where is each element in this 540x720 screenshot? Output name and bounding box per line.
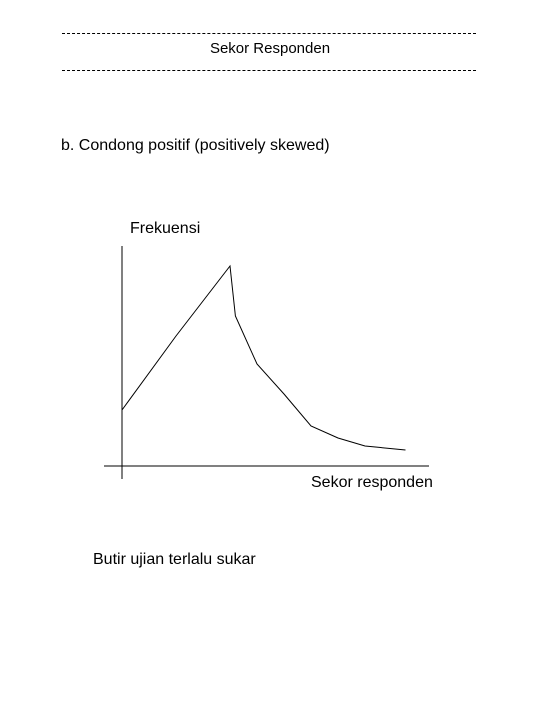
header-top-divider xyxy=(62,33,476,34)
header-bottom-divider xyxy=(62,70,476,71)
x-axis-label: Sekor responden xyxy=(311,474,433,491)
frequency-curve xyxy=(121,264,406,451)
section-heading: b. Condong positif (positively skewed) xyxy=(61,137,330,154)
y-axis-label: Frekuensi xyxy=(130,220,201,237)
chart-caption: Butir ujian terlalu sukar xyxy=(93,551,256,568)
header-title: Sekor Responden xyxy=(209,40,331,57)
